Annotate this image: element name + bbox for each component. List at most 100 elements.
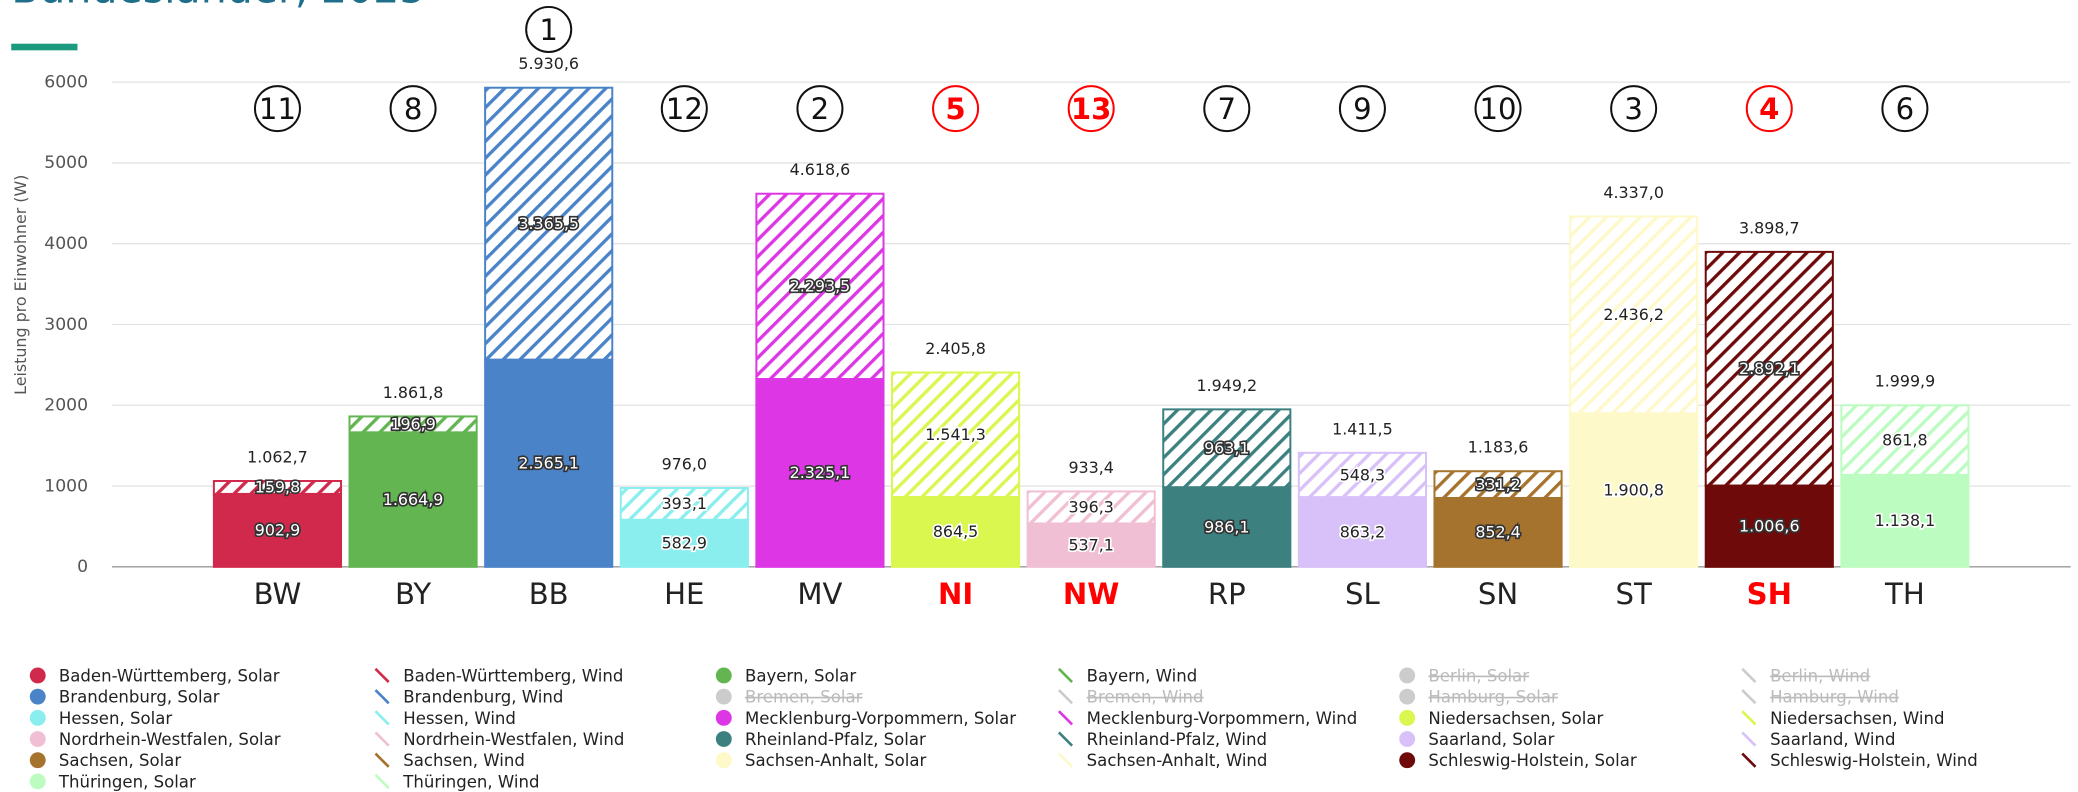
rank-label: 6 — [1896, 92, 1915, 126]
segment-label: 3.365,5 — [518, 214, 579, 233]
solar-segment — [484, 358, 614, 568]
total-label: 933,4 — [1068, 458, 1113, 477]
legend-marker — [29, 709, 46, 726]
legend-label: Mecklenburg-Vorpommern, Solar — [745, 709, 1016, 728]
legend-marker — [715, 731, 732, 747]
x-tick-label: HE — [664, 577, 704, 611]
y-tick-label: 6000 — [44, 72, 88, 92]
legend-label: Nordrhein-Westfalen, Wind — [403, 730, 624, 749]
y-tick-label: 2000 — [44, 396, 88, 416]
wind-segment — [1704, 250, 1834, 487]
legend-marker — [1399, 752, 1416, 769]
x-tick-label: SH — [1747, 577, 1792, 611]
legend-marker — [1057, 710, 1074, 726]
legend-label: Saarland, Wind — [1770, 730, 1895, 749]
legend-label: Rheinland-Pfalz, Solar — [745, 730, 926, 749]
x-tick-label: TH — [1884, 577, 1925, 611]
rank-label: 9 — [1353, 92, 1372, 126]
segment-label: 861,8 — [1882, 430, 1927, 449]
segment-label: 1.006,6 — [1739, 516, 1800, 535]
solar-segment — [1840, 473, 1970, 568]
legend-marker — [1741, 667, 1757, 684]
rank-circle — [1745, 85, 1793, 133]
total-label: 4.618,6 — [790, 160, 851, 179]
segment-label: 986,1 — [1204, 517, 1249, 536]
wind-segment — [1569, 215, 1699, 415]
legend-marker — [1741, 689, 1757, 705]
wind-segment — [619, 487, 749, 521]
legend-marker — [374, 752, 390, 768]
legend-marker — [374, 667, 390, 684]
legend-label: Bayern, Wind — [1087, 666, 1198, 685]
legend-label: Berlin, Solar — [1428, 666, 1529, 685]
wind-segment — [484, 86, 614, 361]
legend-marker — [1741, 752, 1757, 768]
wind-segment — [1026, 490, 1156, 525]
total-label: 2.405,8 — [925, 339, 986, 358]
legend-label: Brandenburg, Solar — [59, 688, 220, 707]
x-tick-label: ST — [1616, 577, 1652, 611]
rank-label: 4 — [1759, 92, 1779, 126]
legend-marker — [29, 688, 46, 705]
rank-label: 8 — [404, 92, 423, 126]
y-tick-label: 4000 — [44, 234, 88, 254]
total-label: 1.861,8 — [383, 383, 444, 402]
legend-label: Baden-Württemberg, Solar — [59, 666, 280, 685]
solar-segment — [1433, 496, 1563, 568]
legend-label: Rheinland-Pfalz, Wind — [1087, 730, 1267, 749]
segment-label: 852,4 — [1475, 523, 1520, 542]
legend-label: Bremen, Solar — [745, 688, 863, 707]
solar-segment — [890, 496, 1021, 568]
legend-label: Berlin, Wind — [1770, 666, 1870, 685]
legend-marker — [1399, 667, 1416, 684]
legend-label: Hessen, Wind — [403, 709, 516, 728]
y-tick-label: 1000 — [44, 476, 88, 496]
wind-segment — [1840, 404, 1970, 476]
legend-marker — [1057, 752, 1074, 768]
y-axis-label: Leistung pro Einwohner (W) — [11, 175, 30, 395]
legend-marker — [715, 688, 732, 705]
wind-segment — [1162, 408, 1292, 489]
x-tick-label: BB — [529, 577, 569, 611]
rank-circle — [389, 85, 437, 133]
rank-circle — [525, 5, 573, 53]
total-label: 1.999,9 — [1875, 372, 1936, 391]
segment-label: 393,1 — [662, 494, 707, 513]
chart-title: Bundesländer, 2025 — [11, 0, 425, 13]
legend-marker — [1399, 709, 1416, 726]
legend-label: Sachsen, Solar — [59, 751, 181, 770]
legend-marker — [1741, 710, 1757, 726]
legend-marker — [374, 710, 390, 726]
legend-label: Mecklenburg-Vorpommern, Wind — [1087, 709, 1358, 728]
segment-label: 963,1 — [1204, 439, 1249, 458]
segment-label: 902,9 — [255, 521, 300, 540]
wind-segment — [348, 415, 478, 434]
rank-label: 1 — [539, 13, 558, 47]
legend-label: Schleswig-Holstein, Solar — [1428, 751, 1637, 770]
legend-label: Sachsen-Anhalt, Solar — [745, 751, 927, 770]
segment-label: 1.664,9 — [383, 490, 444, 509]
title-accent — [11, 43, 78, 51]
y-tick-label: 5000 — [44, 153, 88, 173]
legend-marker — [1399, 688, 1416, 705]
legend-label: Hamburg, Solar — [1428, 688, 1558, 707]
rank-circle — [1610, 85, 1658, 133]
solar-segment — [348, 431, 478, 568]
legend-label: Niedersachsen, Solar — [1428, 709, 1603, 728]
legend-marker — [1057, 731, 1074, 747]
legend-marker — [374, 773, 390, 789]
legend-label: Schleswig-Holstein, Wind — [1770, 751, 1978, 770]
rank-label: 3 — [1624, 92, 1643, 126]
wind-segment — [755, 192, 885, 380]
total-label: 1.411,5 — [1332, 419, 1393, 438]
solar-segment — [1162, 486, 1292, 568]
segment-label: 537,1 — [1068, 535, 1113, 554]
legend-marker — [715, 667, 732, 684]
segment-label: 1.900,8 — [1603, 480, 1664, 499]
segment-label: 863,2 — [1340, 522, 1385, 541]
legend-label: Bremen, Wind — [1087, 688, 1204, 707]
segment-label: 548,3 — [1340, 465, 1385, 484]
segment-label: 331,2 — [1475, 475, 1520, 494]
segment-label: 196,9 — [390, 415, 435, 434]
total-label: 976,0 — [662, 454, 707, 473]
